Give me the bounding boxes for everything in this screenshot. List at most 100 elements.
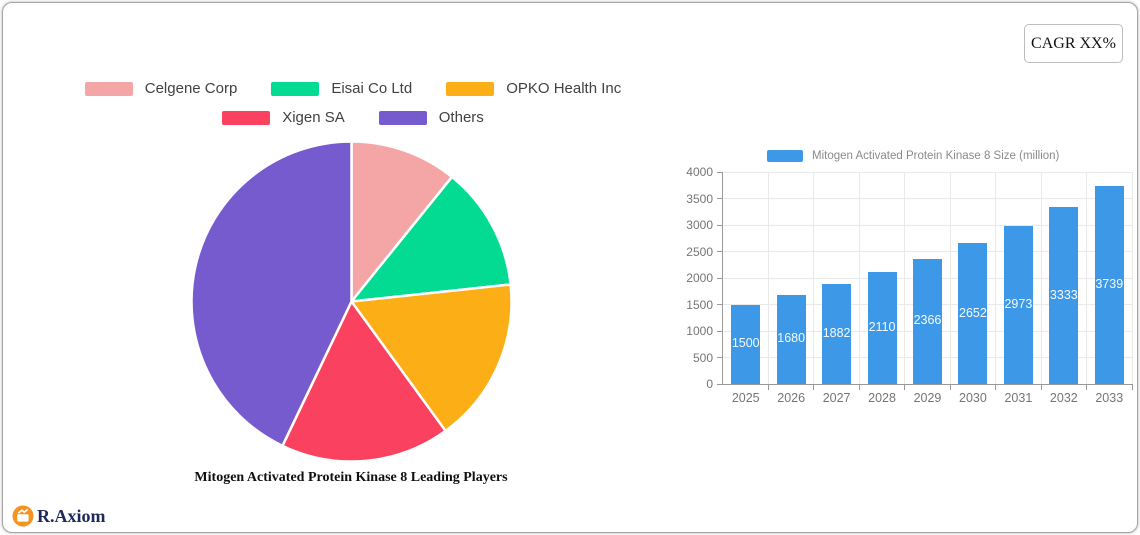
bar-value-label: 2652 bbox=[959, 305, 987, 320]
x-axis-label-2026: 2026 bbox=[777, 391, 806, 405]
y-axis-tick bbox=[717, 277, 723, 279]
bar-value-label: 2110 bbox=[868, 320, 896, 335]
x-axis-tick bbox=[1086, 384, 1088, 390]
pie-slice-xigen-sa[interactable] bbox=[281, 300, 447, 463]
bar-legend-item[interactable]: Mitogen Activated Protein Kinase 8 Size … bbox=[767, 150, 1059, 162]
gridline-horizontal bbox=[723, 171, 1132, 173]
pie-slice-celgene-corp[interactable] bbox=[350, 140, 454, 303]
brand-name: R.Axiom bbox=[37, 505, 106, 526]
bar-2028[interactable] bbox=[867, 272, 897, 384]
legend-swatch bbox=[378, 110, 427, 125]
y-axis-tick bbox=[717, 383, 723, 385]
x-axis-tick bbox=[813, 384, 815, 390]
y-axis-tick bbox=[717, 224, 723, 226]
brand-logo[interactable]: R.Axiom bbox=[12, 505, 106, 527]
gridline-vertical bbox=[858, 172, 860, 384]
bar-2033[interactable] bbox=[1094, 185, 1124, 384]
x-axis-label-2030: 2030 bbox=[959, 391, 987, 405]
y-axis-label: 4000 bbox=[686, 165, 713, 179]
y-axis-tick bbox=[717, 171, 723, 173]
legend-label: Others bbox=[438, 109, 484, 126]
bar-value-label: 1680 bbox=[777, 331, 806, 346]
legend-swatch bbox=[84, 81, 133, 96]
gridline-vertical bbox=[949, 172, 951, 384]
gridline-vertical bbox=[813, 172, 815, 384]
gridline-vertical bbox=[995, 172, 997, 384]
pie-legend-row: Xigen SA Others bbox=[63, 107, 643, 128]
bar-2031[interactable] bbox=[1003, 226, 1033, 384]
x-axis-tick bbox=[767, 384, 769, 390]
gridline-horizontal bbox=[723, 198, 1132, 199]
pie-legend-item-others[interactable]: Others bbox=[378, 107, 484, 128]
gridline-horizontal bbox=[723, 251, 1132, 252]
gridline-vertical bbox=[767, 172, 769, 384]
bar-plot-area: 0 500 1000 1500 2000 2500 3000 3500 4000 1500 2025… bbox=[686, 165, 1133, 405]
y-axis-tick bbox=[717, 251, 723, 252]
x-axis-label-2025: 2025 bbox=[731, 391, 760, 405]
x-axis-label-2029: 2029 bbox=[913, 391, 942, 405]
bar-legend-swatch bbox=[767, 150, 803, 162]
legend-swatch bbox=[446, 81, 495, 96]
x-axis-tick bbox=[904, 384, 906, 390]
gridline-vertical bbox=[1040, 172, 1042, 384]
bar-value-label: 3333 bbox=[1049, 287, 1078, 302]
y-axis-tick bbox=[717, 330, 723, 332]
pie-legend-item-eisai-co-ltd[interactable]: Eisai Co Ltd bbox=[271, 78, 412, 99]
x-axis-tick bbox=[949, 384, 951, 390]
bar-value-label: 3739 bbox=[1095, 276, 1124, 291]
legend-label: Celgene Corp bbox=[144, 80, 238, 97]
pie-legend-row: Celgene Corp Eisai Co Ltd OPKO Health Inc bbox=[63, 78, 643, 99]
y-axis-label: 2500 bbox=[686, 244, 713, 259]
gridline-horizontal bbox=[723, 224, 1132, 226]
pie-slice-opko-health-inc[interactable] bbox=[350, 283, 513, 433]
bar-value-label: 2973 bbox=[1004, 297, 1033, 312]
y-axis-label: 1000 bbox=[686, 324, 713, 338]
bar-value-label: 1500 bbox=[731, 336, 760, 351]
y-axis-label: 2000 bbox=[686, 271, 713, 285]
bar-2027[interactable] bbox=[822, 284, 852, 384]
x-axis-label-2028: 2028 bbox=[868, 391, 896, 405]
y-axis-label: 500 bbox=[692, 350, 713, 365]
bar-2032[interactable] bbox=[1049, 207, 1079, 384]
bar-value-label: 1882 bbox=[822, 326, 851, 341]
pie-legend: Celgene Corp Eisai Co Ltd OPKO Health Inc X… bbox=[63, 78, 643, 136]
y-axis-label: 3500 bbox=[686, 191, 713, 206]
bar-2026[interactable] bbox=[776, 294, 806, 384]
x-axis-tick bbox=[995, 384, 997, 390]
legend-label: Eisai Co Ltd bbox=[331, 80, 413, 97]
bar-legend-label: Mitogen Activated Protein Kinase 8 Size … bbox=[812, 150, 1060, 162]
y-axis-label: 1500 bbox=[686, 297, 713, 312]
x-axis-tick bbox=[858, 384, 860, 390]
y-axis-tick bbox=[717, 198, 723, 199]
bar-value-label: 2366 bbox=[913, 313, 942, 328]
bar-2030[interactable] bbox=[958, 243, 988, 384]
pie-chart bbox=[190, 140, 513, 463]
pie-slice-eisai-co-ltd[interactable] bbox=[350, 175, 512, 303]
legend-swatch bbox=[222, 110, 271, 125]
cagr-badge[interactable]: CAGR XX% bbox=[1024, 24, 1123, 63]
legend-label: OPKO Health Inc bbox=[506, 80, 622, 97]
legend-swatch bbox=[271, 81, 320, 96]
legend-label: Xigen SA bbox=[282, 109, 345, 126]
y-axis-label: 3000 bbox=[686, 218, 713, 232]
gridline-vertical bbox=[1131, 172, 1133, 384]
y-axis-tick bbox=[717, 357, 723, 358]
bar-2029[interactable] bbox=[913, 258, 942, 384]
y-axis-tick bbox=[717, 304, 723, 305]
pie-legend-item-celgene-corp[interactable]: Celgene Corp bbox=[84, 78, 238, 99]
pie-legend-item-opko-health-inc[interactable]: OPKO Health Inc bbox=[446, 78, 621, 99]
pie-slice-others[interactable] bbox=[190, 140, 353, 448]
gridline-vertical bbox=[1086, 172, 1088, 384]
logo-chart-icon bbox=[12, 505, 34, 527]
x-axis-label-2033: 2033 bbox=[1095, 391, 1124, 405]
x-axis-label-2032: 2032 bbox=[1049, 391, 1078, 405]
gridline-vertical bbox=[904, 172, 906, 384]
pie-legend-item-xigen-sa[interactable]: Xigen SA bbox=[222, 107, 345, 128]
x-axis-tick bbox=[1131, 384, 1133, 390]
x-axis-tick bbox=[1040, 384, 1042, 390]
pie-chart-title: Mitogen Activated Protein Kinase 8 Leadi… bbox=[194, 470, 508, 485]
y-axis-label: 0 bbox=[706, 377, 713, 391]
x-axis-label-2031: 2031 bbox=[1004, 391, 1033, 405]
bar-2025[interactable] bbox=[731, 304, 761, 384]
